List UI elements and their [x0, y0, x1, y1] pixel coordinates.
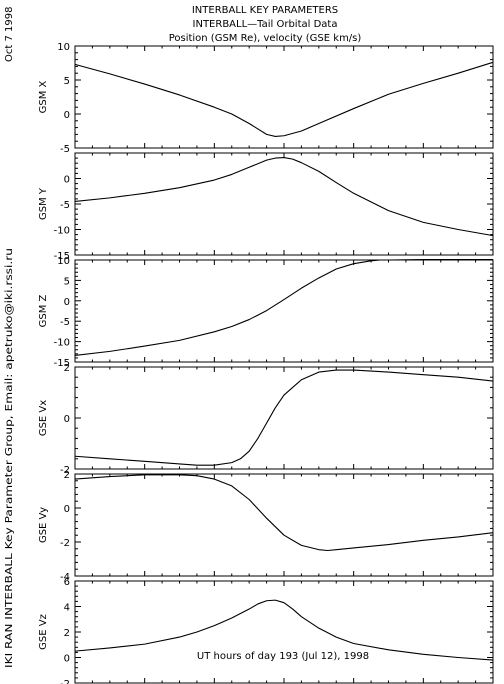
y-tick-label: 0	[64, 175, 70, 186]
panels-group: -5 0 5 10 GSM X -15 -10 -5 0 GSM Y -15 -10 -5 0 5 10 GSM…	[38, 42, 494, 684]
series-line	[74, 259, 493, 357]
y-tick-label: -2	[60, 679, 70, 684]
y-tick-label: 4	[64, 603, 70, 614]
y-tick-label: 0	[64, 414, 70, 425]
y-tick-label: 0	[64, 110, 70, 121]
y-tick-label: 0	[64, 504, 70, 515]
panel-5: -2 0 2 4 6 GSE Vz	[38, 577, 494, 684]
y-tick-label: 10	[57, 42, 70, 53]
y-tick-label: -15	[54, 251, 70, 262]
y-tick-label: 6	[64, 577, 70, 588]
y-axis-label: GSM Z	[38, 294, 49, 327]
y-tick-label: 0	[64, 654, 70, 665]
panel-0: -5 0 5 10 GSM X	[38, 42, 494, 155]
panel-2: -15 -10 -5 0 5 10 GSM Z	[38, 256, 494, 369]
series-line	[74, 474, 494, 552]
y-tick-label: 2	[64, 470, 70, 481]
y-axis-label: GSE Vx	[38, 400, 49, 436]
date-stamp: Oct 7 1998	[4, 7, 15, 62]
panel-4: -4 -2 0 2 GSE Vy	[38, 470, 494, 583]
y-tick-label: -5	[60, 144, 70, 155]
y-tick-label: -5	[60, 317, 70, 328]
panel-frame	[74, 580, 494, 684]
y-tick-label: 0	[64, 297, 70, 308]
series-line	[74, 369, 494, 466]
series-line	[74, 157, 494, 237]
series-line	[74, 599, 494, 661]
panel-3: -2 0 2 GSE Vx	[38, 363, 494, 476]
series-line	[74, 61, 494, 137]
title-line-3: Position (GSM Re), velocity (GSE km/s)	[169, 33, 362, 44]
y-axis-label: GSM X	[38, 80, 49, 113]
y-tick-label: -4	[60, 572, 70, 583]
y-axis-label: GSE Vz	[38, 614, 49, 650]
y-axis-label: GSM Y	[38, 187, 49, 220]
side-credit: IKI RAN INTERBALL Key Parameter Group, E…	[4, 248, 15, 668]
title-line-2: INTERBALL—Tail Orbital Data	[193, 19, 338, 30]
y-axis-label: GSE Vy	[38, 507, 49, 543]
y-tick-label: -2	[60, 538, 70, 549]
y-tick-label: 10	[57, 256, 70, 267]
panel-frame	[74, 152, 494, 256]
y-tick-label: -10	[54, 226, 70, 237]
x-axis-label: UT hours of day 193 (Jul 12), 1998	[197, 651, 369, 662]
y-tick-label: 2	[64, 628, 70, 639]
panel-frame	[74, 366, 494, 470]
panel-frame	[74, 473, 494, 577]
y-tick-label: -2	[60, 465, 70, 476]
y-tick-label: -5	[60, 200, 70, 211]
y-tick-label: 2	[64, 363, 70, 374]
y-tick-label: -15	[54, 358, 70, 369]
panel-1: -15 -10 -5 0 GSM Y	[38, 152, 494, 262]
title-line-1: INTERBALL KEY PARAMETERS	[192, 5, 338, 16]
y-tick-label: 5	[64, 276, 70, 287]
panel-frame	[74, 45, 494, 149]
y-tick-label: -10	[54, 338, 70, 349]
y-tick-label: 5	[64, 76, 70, 87]
